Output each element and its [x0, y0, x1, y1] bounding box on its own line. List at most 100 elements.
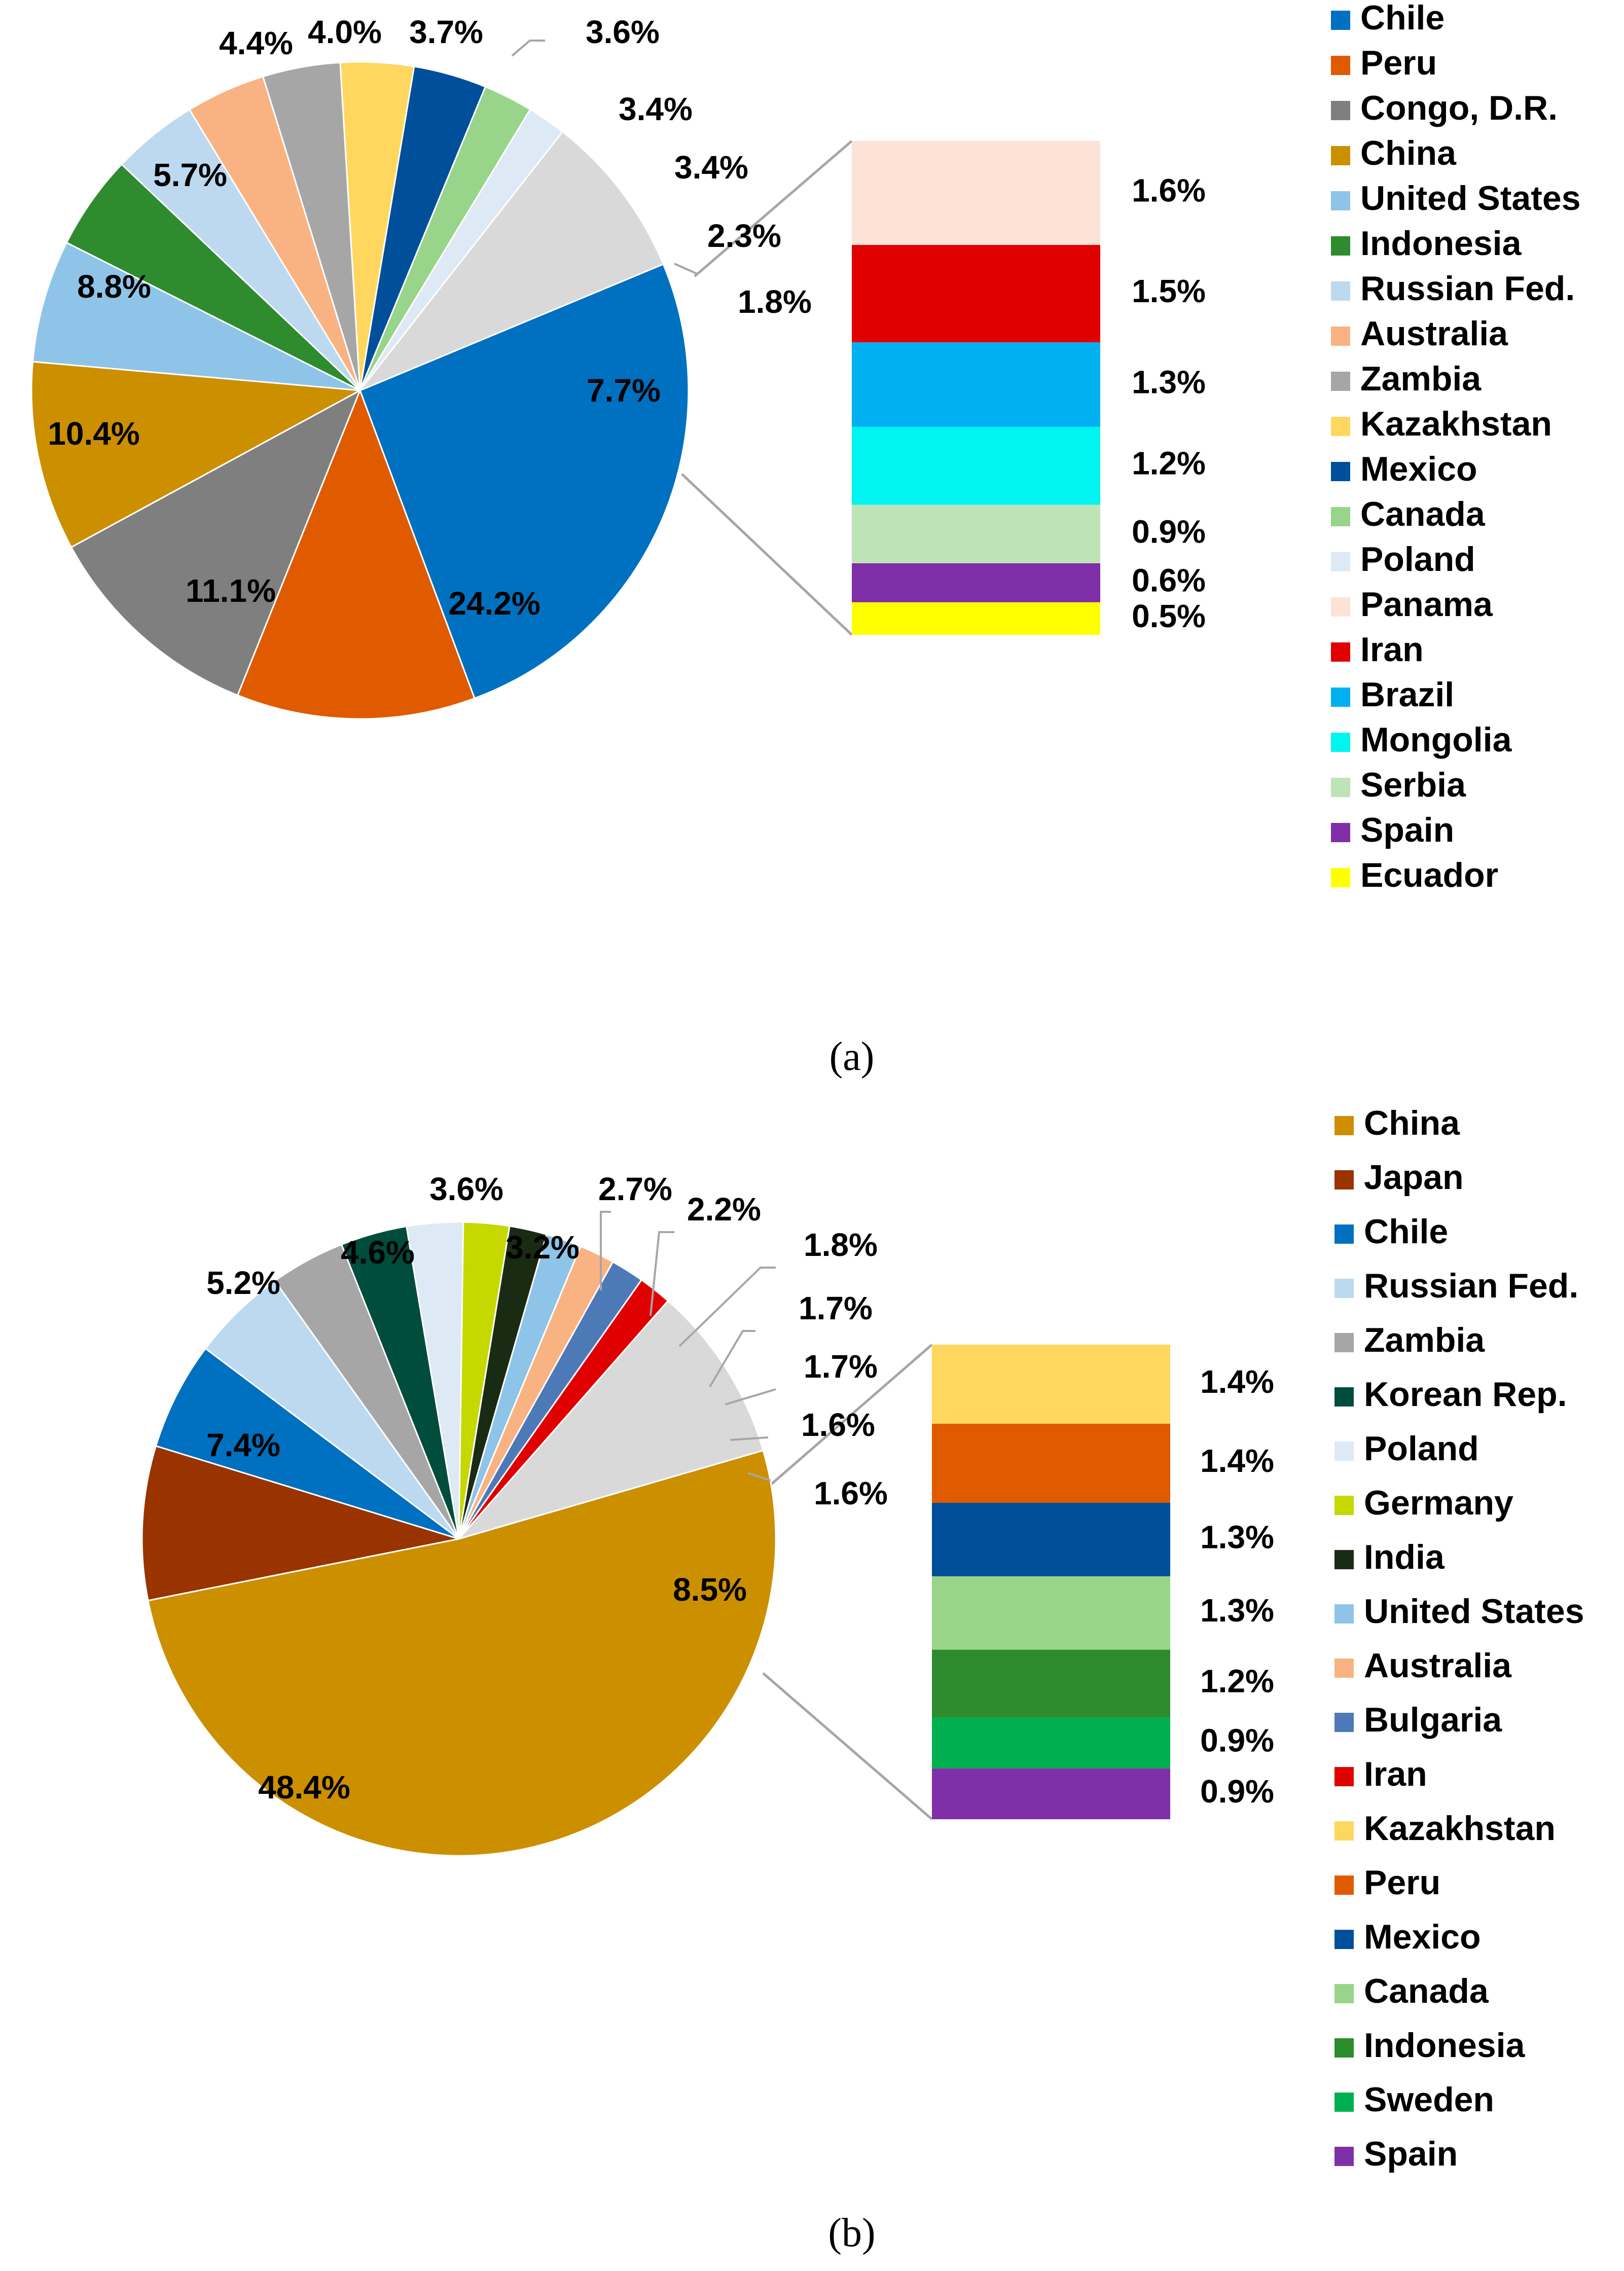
breakdown-segment-a-mongolia [852, 426, 1100, 505]
breakdown-segment-a-ecuador [852, 602, 1100, 635]
legend-label-b-mexico: Mexico [1364, 1918, 1481, 1956]
legend-label-a-canada: Canada [1360, 495, 1486, 533]
legend-label-b-china: China [1364, 1104, 1460, 1142]
legend-swatch-a-zambia [1331, 372, 1350, 391]
legend-swatch-b-japan [1334, 1170, 1354, 1189]
slice-label-a-zambia: 3.6% [586, 14, 660, 50]
slice-label-b-germany: 2.2% [687, 1191, 761, 1228]
pie-slice-a-other [357, 130, 665, 392]
slice-label-a-canada: 2.3% [707, 218, 781, 254]
legend-swatch-a-panama [1331, 597, 1350, 617]
legend-label-a-panama: Panama [1360, 585, 1493, 624]
breakdown-segment-b-sweden [932, 1717, 1170, 1769]
legend-label-a-mexico: Mexico [1360, 450, 1477, 488]
pie-slice-a-peru [236, 388, 476, 720]
legend-label-a-chile: Chile [1360, 0, 1445, 37]
connector-line-b-1 [757, 1344, 933, 1497]
legend-swatch-a-mexico [1331, 462, 1350, 481]
panel-b: 48.4% 7.4% 5.2% 4.6% 3.6%3.2% 2.7% 2.2% 1.8% 1.7… [141, 1104, 1584, 2255]
slice-label-b-china: 48.4% [258, 1769, 350, 1806]
legend-label-b-australia: Australia [1364, 1646, 1512, 1685]
leader-line-a-zambia [511, 40, 545, 57]
legend-swatch-b-peru [1334, 1876, 1354, 1895]
leader-line-b-united-states [709, 1330, 755, 1388]
breakdown-label-b-peru: 1.4% [1200, 1443, 1274, 1479]
breakdown-label-a-panama: 1.6% [1132, 172, 1206, 208]
breakdown-label-a-serbia: 0.9% [1132, 513, 1206, 550]
breakdown-segment-b-kazakhstan [932, 1345, 1170, 1424]
slice-label-a-mexico: 3.4% [674, 149, 748, 186]
legend-swatch-a-china [1331, 146, 1350, 165]
legend-swatch-a-peru [1331, 56, 1350, 75]
legend-label-a-spain: Spain [1360, 811, 1454, 849]
slice-label-b-poland: 2.7% [598, 1171, 672, 1207]
slice-label-b-zambia: 3.6% [429, 1171, 503, 1207]
pie-slice-b-chile [155, 1347, 459, 1540]
breakdown-label-b-canada: 1.3% [1200, 1592, 1274, 1629]
leader-line-b-germany [649, 1231, 674, 1316]
legend-swatch-a-spain [1331, 823, 1350, 842]
connector-line-a-2 [681, 473, 853, 636]
legend-label-b-zambia: Zambia [1364, 1321, 1485, 1359]
slice-label-b-other: 8.5% [673, 1571, 747, 1608]
legend-swatch-a-russian-fed [1331, 281, 1350, 301]
legend-swatch-b-kazakhstan [1334, 1821, 1354, 1841]
legend-swatch-a-mongolia [1331, 733, 1350, 752]
legend-swatch-b-chile [1334, 1224, 1354, 1244]
slice-label-a-peru: 11.1% [186, 572, 276, 609]
legend-label-b-iran: Iran [1364, 1755, 1427, 1793]
legend-label-a-australia: Australia [1360, 314, 1508, 353]
legend-label-a-peru: Peru [1360, 44, 1437, 82]
legend-label-b-indonesia: Indonesia [1364, 2026, 1526, 2065]
legend-label-a-congo-d-r: Congo, D.R. [1360, 89, 1558, 127]
breakdown-label-a-iran: 1.5% [1132, 273, 1206, 309]
legend-swatch-b-poland [1334, 1441, 1354, 1461]
breakdown-label-b-kazakhstan: 1.4% [1200, 1363, 1274, 1400]
legend-swatch-a-indonesia [1331, 236, 1350, 256]
breakdown-label-b-mexico: 1.3% [1200, 1519, 1274, 1555]
slice-label-b-australia: 1.7% [804, 1348, 878, 1385]
connector-line-a-1 [694, 140, 853, 277]
breakdown-segment-b-indonesia [932, 1649, 1170, 1718]
slice-label-b-japan: 7.4% [206, 1427, 280, 1463]
breakdown-segment-b-spain [932, 1768, 1170, 1819]
slice-label-b-bulgaria: 1.6% [801, 1407, 875, 1443]
panel-caption-a: (a) [829, 1034, 875, 1079]
slice-label-a-congo-d-r: 10.4% [48, 415, 139, 452]
legend-swatch-b-india [1334, 1550, 1354, 1569]
legend-label-b-canada: Canada [1364, 1972, 1489, 2010]
pie-slice-b-other [456, 1300, 765, 1540]
slice-label-a-united-states: 5.7% [153, 157, 227, 193]
leader-line-a-poland [674, 263, 698, 275]
legend-label-a-ecuador: Ecuador [1360, 856, 1498, 894]
breakdown-label-b-spain: 0.9% [1200, 1773, 1274, 1810]
leader-line-b-poland [600, 1211, 611, 1290]
legend-swatch-b-united-states [1334, 1604, 1354, 1624]
breakdown-segment-b-mexico [932, 1503, 1170, 1576]
panel-caption-b: (b) [828, 2211, 875, 2255]
legend-label-a-kazakhstan: Kazakhstan [1360, 405, 1552, 443]
slice-label-a-other: 7.7% [587, 372, 661, 409]
leader-line-b-bulgaria [730, 1436, 769, 1441]
legend-label-b-united-states: United States [1364, 1592, 1584, 1631]
pie-slice-b-japan [141, 1445, 459, 1602]
legend-swatch-b-iran [1334, 1767, 1354, 1786]
pie-slice-b-russian-fed [204, 1280, 460, 1540]
legend-swatch-a-ecuador [1331, 868, 1350, 887]
breakdown-label-b-indonesia: 1.2% [1200, 1663, 1274, 1700]
legend-swatch-a-canada [1331, 507, 1350, 526]
legend-label-a-zambia: Zambia [1360, 359, 1482, 398]
legend-label-a-serbia: Serbia [1360, 766, 1466, 804]
legend-swatch-b-mexico [1334, 1930, 1354, 1949]
legend-b: China Japan Chile Russian Fed. Zambia Korean … [1334, 1104, 1584, 2173]
slice-label-a-china: 8.8% [77, 268, 151, 305]
legend-swatch-b-bulgaria [1334, 1713, 1354, 1732]
pie-slice-a-united-states [31, 241, 360, 391]
breakdown-label-a-spain: 0.6% [1132, 562, 1206, 598]
legend-label-b-germany: Germany [1364, 1484, 1513, 1522]
legend-swatch-a-australia [1331, 327, 1350, 346]
legend-label-b-poland: Poland [1364, 1429, 1479, 1468]
legend-swatch-b-germany [1334, 1496, 1354, 1515]
breakdown-label-b-sweden: 0.9% [1200, 1722, 1274, 1759]
leader-line-b-iran [747, 1472, 771, 1482]
